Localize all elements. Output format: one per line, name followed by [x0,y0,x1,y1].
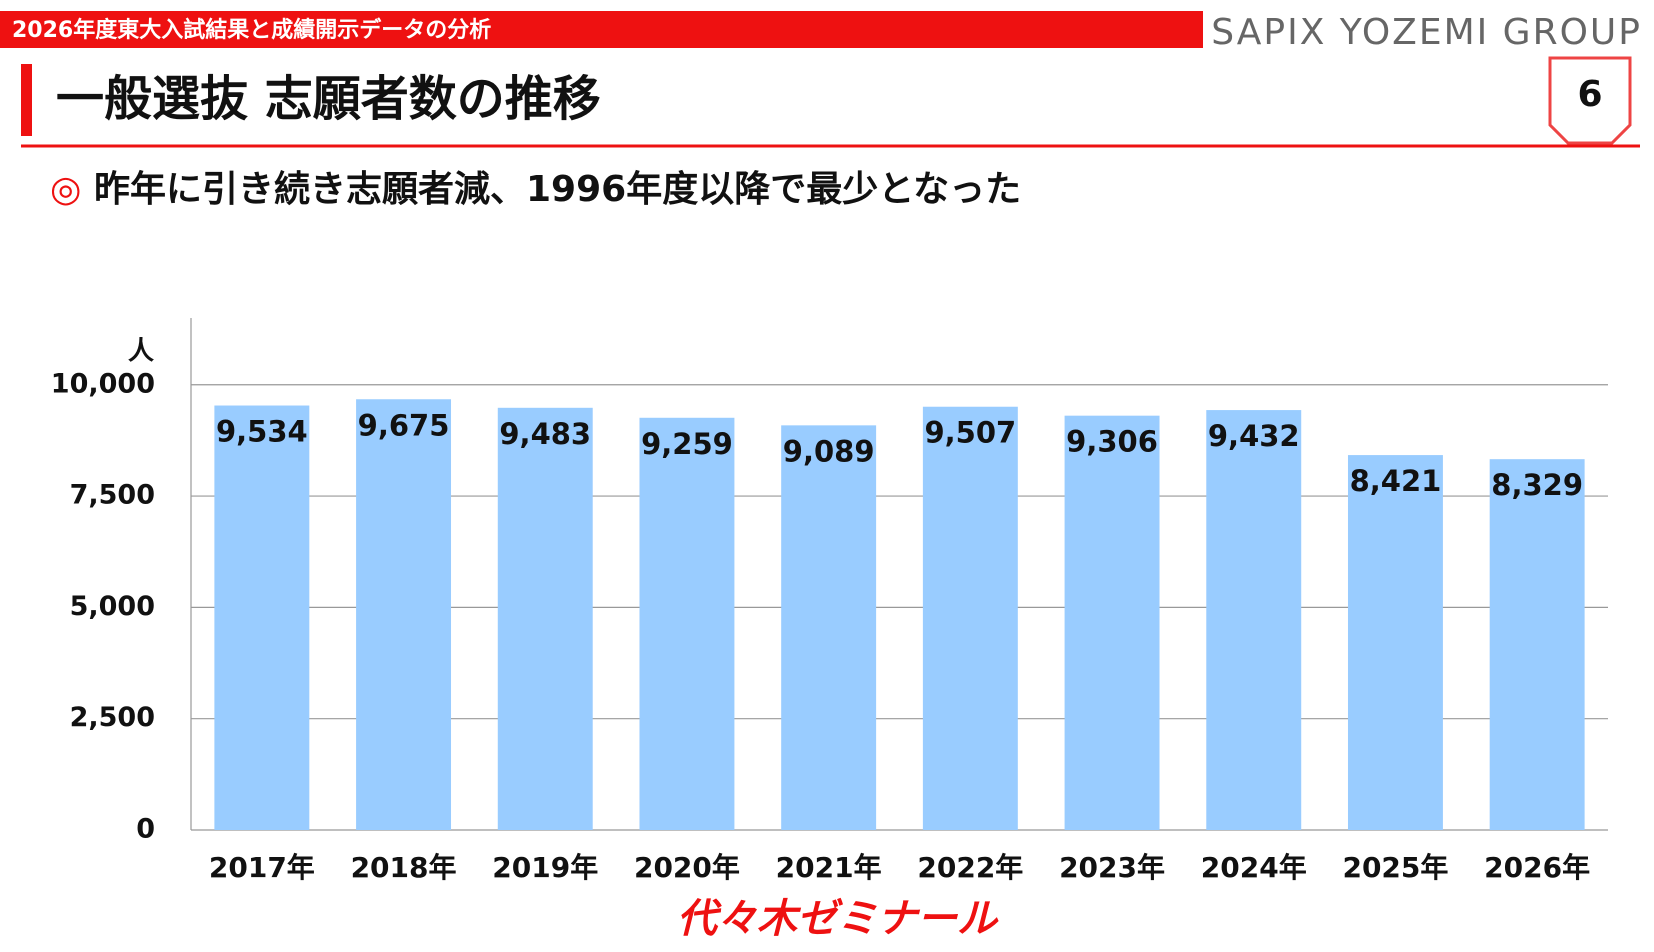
slide-title: 一般選抜 志願者数の推移 [56,71,601,127]
y-tick-label: 2,500 [70,702,155,733]
page-badge [1548,56,1632,145]
x-tick-label: 2025年 [1342,851,1448,884]
title-accent [21,64,32,136]
value-label: 9,507 [924,416,1016,450]
y-tick-label: 0 [136,814,155,845]
brand: SAPIX YOZEMI GROUP [1211,12,1642,53]
x-tick-label: 2020年 [634,851,740,884]
bar [1206,410,1302,830]
bar [922,406,1018,830]
bar [639,417,735,830]
bar [1064,415,1160,830]
value-label: 9,306 [1066,425,1158,459]
value-label: 9,534 [216,415,308,449]
value-label: 9,675 [358,408,450,442]
y-tick-label: 7,500 [70,480,155,511]
x-tick-label: 2024年 [1201,851,1307,884]
x-tick-label: 2017年 [209,851,315,884]
value-label: 9,259 [641,427,733,461]
x-tick-label: 2026年 [1484,851,1590,884]
x-tick-label: 2021年 [776,851,882,884]
bar [1347,455,1443,830]
banner-bar [0,11,1203,48]
x-tick-label: 2023年 [1059,851,1165,884]
bar [214,405,310,830]
y-tick-label: 10,000 [51,368,155,399]
value-label: 9,432 [1208,419,1300,453]
bar [781,425,877,830]
value-label: 8,329 [1491,468,1583,502]
x-tick-label: 2018年 [351,851,457,884]
logo: 代々木ゼミナール [677,896,999,942]
bar [356,399,452,830]
value-label: 9,089 [783,434,875,468]
subtitle: 昨年に引き続き志願者減、1996年度以降で最少となった [94,169,1021,210]
value-label: 8,421 [1350,464,1442,498]
page-number: 6 [1577,74,1602,115]
x-tick-label: 2022年 [917,851,1023,884]
x-tick-label: 2019年 [492,851,598,884]
bar [1489,459,1585,830]
bullet: ◎ [50,169,81,210]
bar [497,407,593,830]
value-label: 9,483 [499,417,591,451]
y-tick-label: 5,000 [70,591,155,622]
y-unit: 人 [128,337,154,367]
banner-text: 2026年度東大入試結果と成績開示データの分析 [12,17,491,43]
